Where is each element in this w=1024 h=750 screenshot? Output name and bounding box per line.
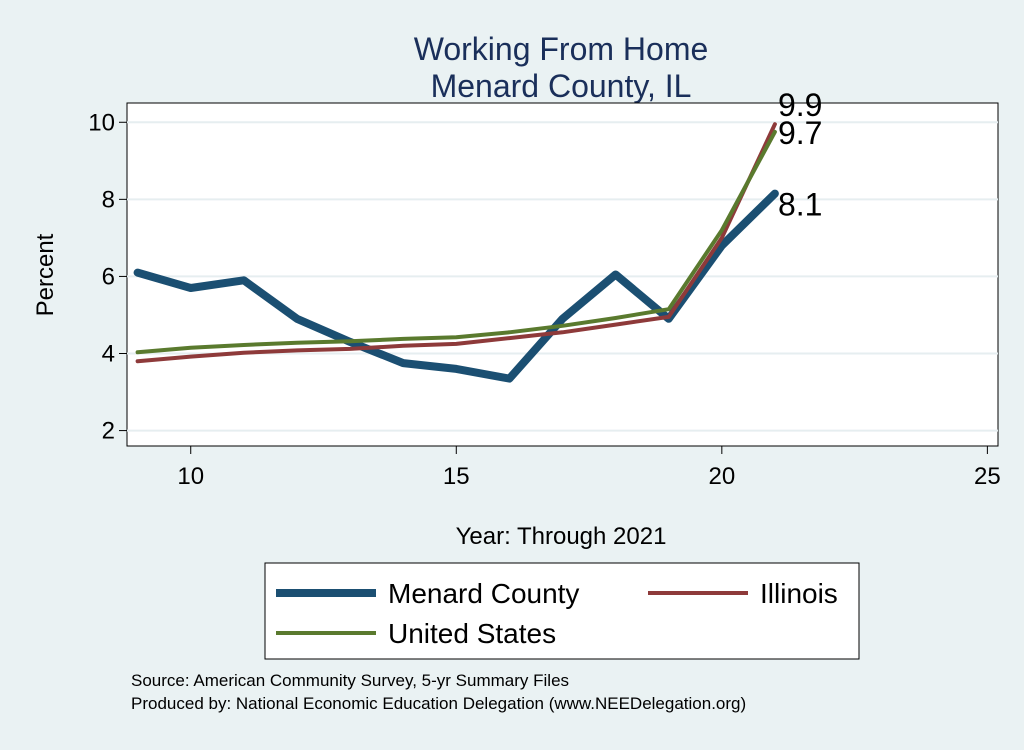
y-tick-label: 6: [102, 263, 115, 290]
x-tick-label: 20: [708, 463, 735, 490]
y-tick-label: 4: [102, 341, 115, 368]
y-tick-label: 10: [88, 109, 115, 136]
end-labels: 8.1 9.99.7: [778, 87, 822, 222]
end-label-illinois: 9.9: [778, 87, 822, 123]
source-note: Source: American Community Survey, 5-yr …: [131, 671, 569, 690]
y-axis-label: Percent: [32, 233, 59, 316]
legend: Menard County Illinois United States: [276, 578, 838, 649]
y-tick-label: 8: [102, 186, 115, 213]
x-tick-label: 25: [974, 463, 1001, 490]
end-label-united-states: 9.7: [778, 115, 822, 151]
plot-area: [126, 102, 999, 447]
produced-note: Produced by: National Economic Education…: [131, 694, 746, 713]
chart-title-line-2: Menard County, IL: [431, 68, 692, 104]
series-lines: [133, 122, 779, 383]
gridlines: [127, 121, 998, 432]
legend-label: Illinois: [760, 578, 838, 609]
axes: 2 4 6 8 10 10 15 20 25: [88, 109, 1000, 490]
series-line-illinois: [135, 122, 777, 364]
legend-box: [264, 562, 860, 660]
x-tick-label: 10: [177, 463, 204, 490]
legend-label: Menard County: [388, 578, 579, 609]
x-axis-label: Year: Through 2021: [456, 523, 667, 550]
y-tick-label: 2: [102, 418, 115, 445]
end-label-menard-county: 8.1: [778, 187, 822, 223]
series-line-united-states: [135, 129, 777, 355]
chart-title-line-1: Working From Home: [414, 31, 709, 67]
x-tick-label: 15: [443, 463, 470, 490]
legend-label: United States: [388, 618, 556, 649]
